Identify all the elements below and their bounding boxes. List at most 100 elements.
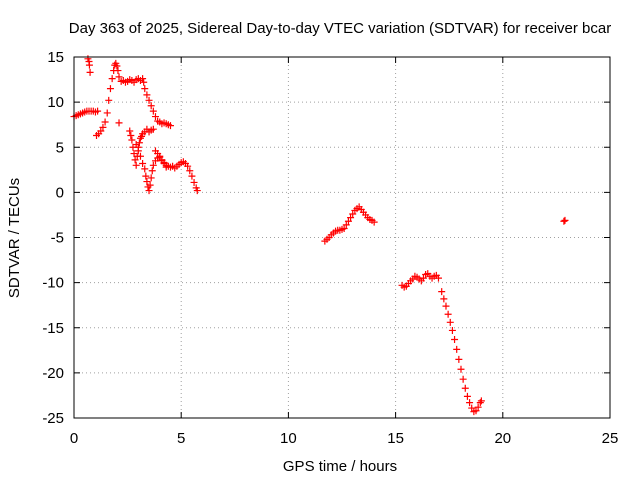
data-point (156, 153, 164, 161)
data-point (162, 163, 170, 171)
data-point (474, 403, 482, 411)
data-point (166, 122, 174, 130)
data-point (105, 96, 113, 104)
axis-ticks (73, 56, 611, 419)
data-point (455, 355, 463, 363)
data-point (561, 216, 569, 224)
data-point (438, 288, 446, 296)
data-point (344, 217, 352, 225)
data-point (143, 178, 151, 186)
data-point (188, 172, 196, 180)
x-tick-label: 0 (70, 430, 78, 447)
x-tick-label: 20 (494, 430, 511, 447)
data-point (141, 165, 149, 173)
chart-title: Day 363 of 2025, Sidereal Day-to-day VTE… (69, 20, 611, 37)
data-point (342, 221, 350, 229)
data-point (127, 132, 135, 140)
data-point (139, 159, 147, 167)
data-point (459, 375, 467, 383)
grid (74, 57, 610, 418)
data-point (349, 210, 357, 218)
data-point (139, 75, 147, 83)
y-tick-label: -10 (42, 275, 64, 292)
data-point (446, 318, 454, 326)
data-point (140, 78, 148, 86)
data-point (108, 75, 116, 83)
data-point (132, 161, 140, 169)
y-axis-label: SDTVAR / TECUs (6, 178, 23, 298)
x-tick-label: 25 (602, 430, 619, 447)
x-tick-label: 5 (177, 430, 185, 447)
data-point (147, 174, 155, 182)
data-point (141, 85, 149, 93)
data-point (472, 407, 480, 415)
data-point (132, 141, 140, 149)
y-tick-label: -5 (51, 230, 64, 247)
data-point (340, 224, 348, 232)
data-point (94, 107, 102, 115)
data-point (184, 162, 192, 170)
data-point (106, 85, 114, 93)
x-axis-label: GPS time / hours (283, 458, 397, 475)
data-point (442, 302, 450, 310)
data-point (148, 167, 156, 175)
tick-labels: 0 5 10 15 20 25 15 10 5 0 -5 -10 -15 -20 -25 (42, 49, 618, 447)
data-point (477, 397, 485, 405)
data-point (154, 150, 162, 158)
data-point (134, 147, 142, 155)
data-point (101, 118, 109, 126)
y-tick-label: -15 (42, 320, 64, 337)
data-point (190, 178, 198, 186)
data-point (463, 392, 471, 400)
data-point (147, 102, 155, 110)
data-point (419, 274, 427, 282)
data-point (149, 161, 157, 169)
data-point (114, 67, 122, 75)
data-point (457, 365, 465, 373)
data-point (434, 274, 442, 282)
data-point (97, 127, 105, 135)
data-point (126, 127, 134, 135)
data-point (149, 125, 157, 133)
data-point (560, 217, 568, 225)
y-tick-label: 10 (47, 94, 64, 111)
data-point (448, 326, 456, 334)
data-point (136, 152, 144, 160)
data-point (131, 156, 139, 164)
data-point (160, 159, 168, 167)
data-point (103, 109, 111, 117)
data-point (99, 123, 107, 131)
data-point (347, 214, 355, 222)
data-point (468, 404, 476, 412)
data-point (461, 384, 469, 392)
data-point (440, 295, 448, 303)
data-point (86, 68, 94, 76)
data-point (146, 181, 154, 189)
data-point (143, 91, 151, 99)
data-point (115, 73, 123, 81)
data-point (142, 172, 150, 180)
data-point (145, 187, 153, 195)
data-point (151, 113, 159, 121)
data-point (186, 167, 194, 175)
y-tick-label: 5 (56, 139, 64, 156)
data-points (70, 55, 569, 416)
data-point (370, 218, 378, 226)
y-tick-label: -25 (42, 410, 64, 427)
x-tick-label: 10 (280, 430, 297, 447)
data-point (113, 62, 121, 70)
data-point (85, 61, 93, 69)
data-point (453, 345, 461, 353)
data-point (145, 96, 153, 104)
data-point (128, 136, 136, 144)
data-point (466, 399, 474, 407)
data-point (451, 335, 459, 343)
y-tick-label: 15 (47, 49, 64, 66)
data-point (135, 139, 143, 147)
data-point (444, 310, 452, 318)
data-point (193, 187, 201, 195)
y-tick-label: -20 (42, 365, 64, 382)
data-point (149, 107, 157, 115)
y-tick-label: 0 (56, 184, 64, 201)
